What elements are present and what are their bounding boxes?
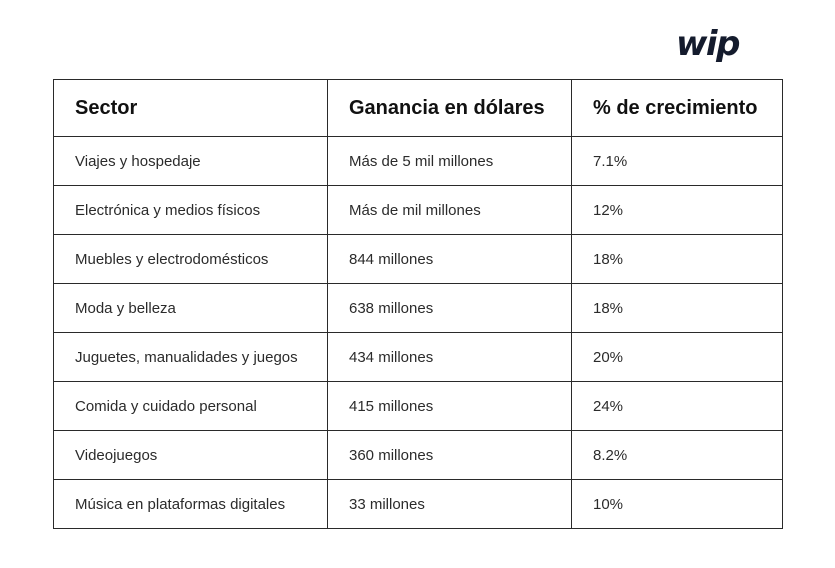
cell-earnings: Más de mil millones: [327, 185, 572, 235]
cell-earnings: Más de 5 mil millones: [327, 136, 572, 186]
cell-sector: Viajes y hospedaje: [53, 136, 328, 186]
cell-earnings: 415 millones: [327, 381, 572, 431]
cell-growth: 12%: [571, 185, 783, 235]
header-growth: % de crecimiento: [571, 79, 783, 137]
cell-sector: Juguetes, manualidades y juegos: [53, 332, 328, 382]
cell-growth: 24%: [571, 381, 783, 431]
cell-sector: Moda y belleza: [53, 283, 328, 333]
header-sector: Sector: [53, 79, 328, 137]
table-row: Juguetes, manualidades y juegos 434 mill…: [53, 332, 783, 382]
cell-sector: Electrónica y medios físicos: [53, 185, 328, 235]
table-row: Videojuegos 360 millones 8.2%: [53, 430, 783, 480]
cell-growth: 8.2%: [571, 430, 783, 480]
table-header-row: Sector Ganancia en dólares % de crecimie…: [53, 79, 783, 137]
cell-sector: Comida y cuidado personal: [53, 381, 328, 431]
cell-earnings: 33 millones: [327, 479, 572, 529]
table-row: Muebles y electrodomésticos 844 millones…: [53, 234, 783, 284]
table-row: Música en plataformas digitales 33 millo…: [53, 479, 783, 529]
cell-growth: 10%: [571, 479, 783, 529]
table-row: Electrónica y medios físicos Más de mil …: [53, 185, 783, 235]
cell-growth: 18%: [571, 283, 783, 333]
cell-earnings: 360 millones: [327, 430, 572, 480]
cell-growth: 18%: [571, 234, 783, 284]
sector-growth-table: Sector Ganancia en dólares % de crecimie…: [53, 79, 783, 529]
cell-sector: Música en plataformas digitales: [53, 479, 328, 529]
table-row: Moda y belleza 638 millones 18%: [53, 283, 783, 333]
cell-earnings: 638 millones: [327, 283, 572, 333]
cell-growth: 7.1%: [571, 136, 783, 186]
wip-logo: wip: [676, 24, 740, 64]
cell-earnings: 434 millones: [327, 332, 572, 382]
cell-sector: Videojuegos: [53, 430, 328, 480]
cell-sector: Muebles y electrodomésticos: [53, 234, 328, 284]
cell-earnings: 844 millones: [327, 234, 572, 284]
table-row: Viajes y hospedaje Más de 5 mil millones…: [53, 136, 783, 186]
header-earnings: Ganancia en dólares: [327, 79, 572, 137]
cell-growth: 20%: [571, 332, 783, 382]
table-row: Comida y cuidado personal 415 millones 2…: [53, 381, 783, 431]
